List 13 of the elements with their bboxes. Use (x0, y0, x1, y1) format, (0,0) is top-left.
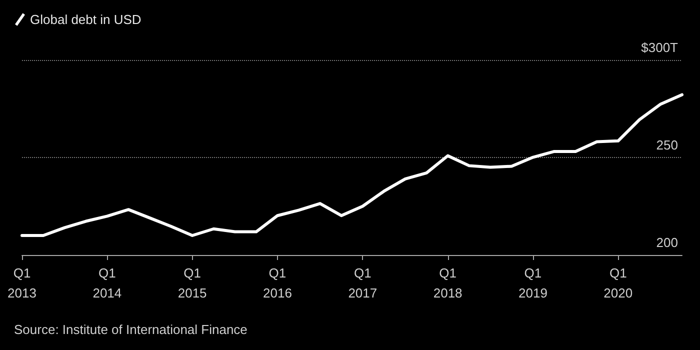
y-tick-label: $300T (641, 40, 678, 55)
y-tick-label: 200 (656, 235, 678, 250)
x-tick-label: Q1 2019 (518, 266, 548, 300)
x-tick-label: Q1 2013 (8, 266, 36, 300)
y-tick-label: 250 (656, 138, 678, 152)
x-tick-label: Q1 2016 (263, 266, 292, 300)
legend-label: Global debt in USD (30, 12, 142, 27)
x-tick-label: Q1 2017 (348, 266, 378, 300)
source-note: Source: Institute of International Finance (14, 322, 248, 337)
x-tick-label: Q1 2020 (604, 266, 633, 300)
x-tick-label: Q1 2015 (178, 266, 207, 300)
x-tick-label: Q1 2018 (433, 266, 462, 300)
x-tick-label: Q1 2014 (92, 266, 122, 300)
